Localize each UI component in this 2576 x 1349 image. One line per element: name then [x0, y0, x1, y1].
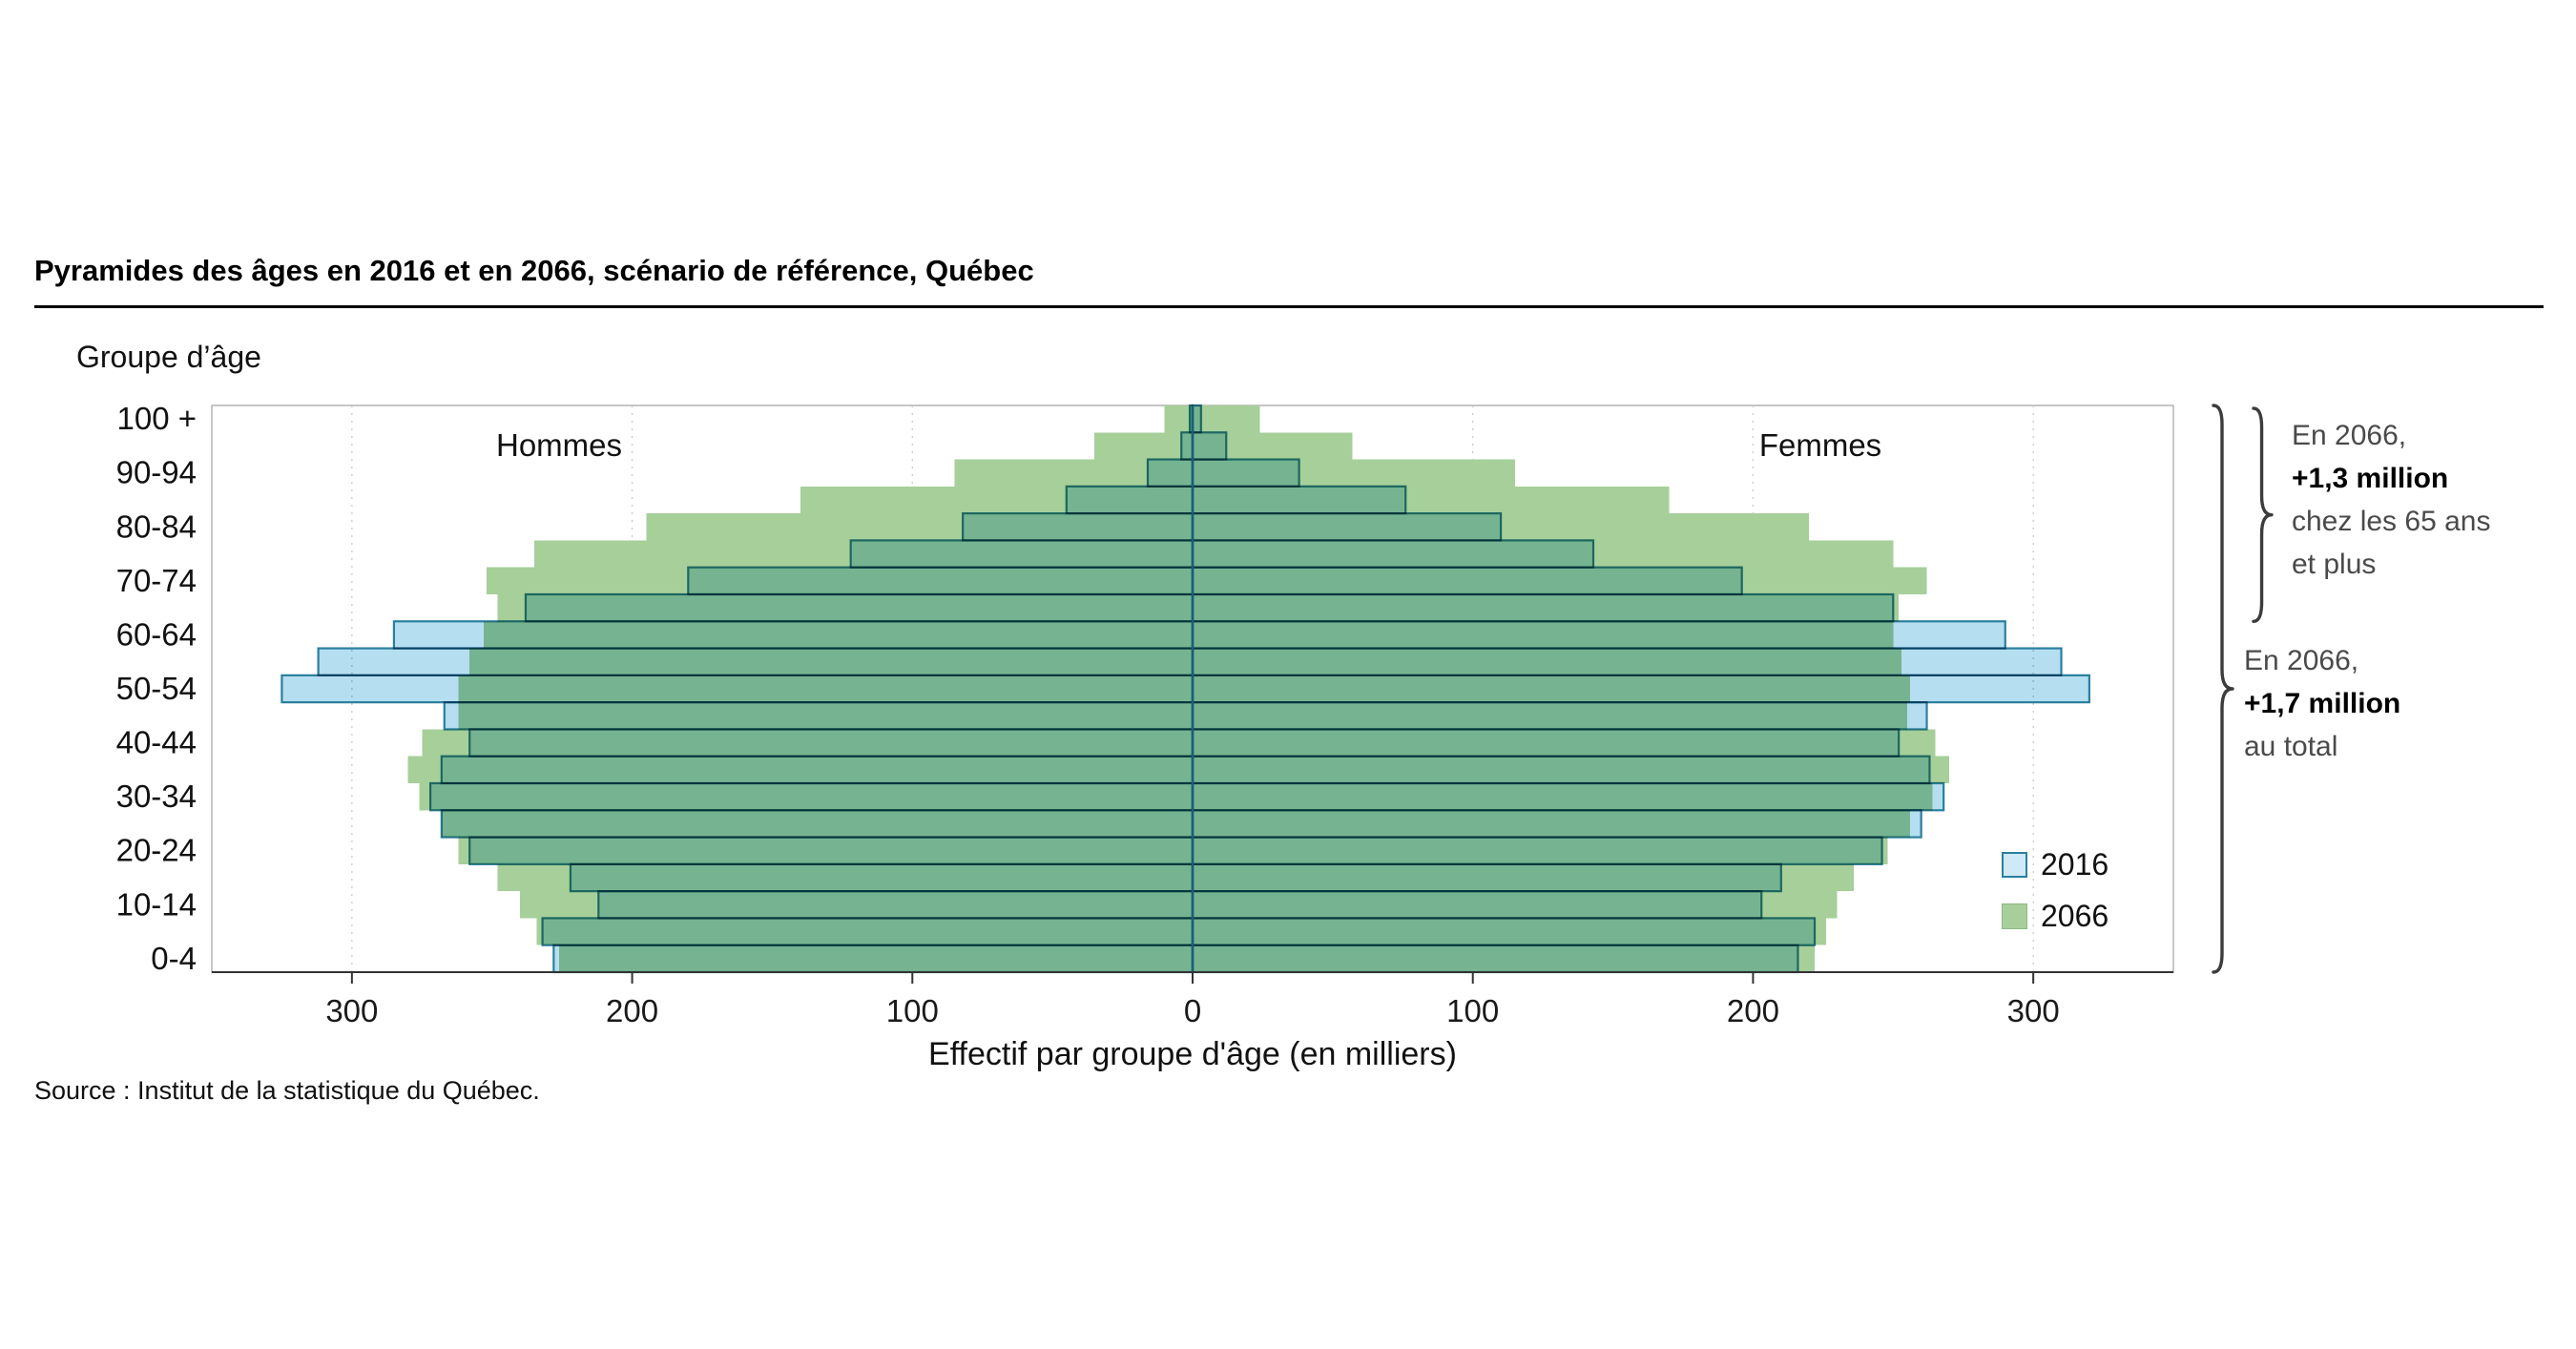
age-group-label: 20-24: [116, 833, 197, 868]
y-axis-title: Groupe d’âge: [76, 340, 261, 374]
area-2066-femmes-100 +: [1193, 405, 1260, 433]
brace-65-plus: [2252, 406, 2274, 623]
annotation-line-bold: +1,7 million: [2244, 688, 2401, 719]
bar-2016-hommes-40-44: [468, 728, 1195, 758]
x-tick-label: 100: [1446, 993, 1499, 1028]
legend: 2016 2066: [2002, 847, 2109, 950]
bar-2016-hommes-90-94: [1146, 458, 1195, 488]
x-tick-label: 300: [325, 993, 378, 1028]
bar-2016-femmes-65-69: [1191, 592, 1895, 623]
age-group-label: 10-14: [116, 886, 197, 922]
bar-2016-femmes-25-29: [1191, 809, 1922, 839]
bar-2016-femmes-85-89: [1191, 485, 1407, 515]
annotation-line: au total: [2244, 731, 2338, 762]
bar-2016-hommes-15-19: [569, 862, 1195, 893]
bar-2016-hommes-60-64: [392, 620, 1195, 650]
bar-2016-hommes-30-34: [428, 781, 1195, 812]
area-2066-hommes-100 +: [1164, 405, 1193, 433]
bar-2016-hommes-35-39: [440, 755, 1195, 785]
x-tick-label: 0: [1184, 993, 1201, 1028]
bar-2016-femmes-45-49: [1191, 701, 1928, 731]
age-group-label: 0-4: [151, 941, 197, 976]
bar-2016-femmes-35-39: [1191, 755, 1931, 785]
annotation-line: chez les 65 ans: [2292, 506, 2491, 537]
bar-2016-hommes-0-4: [552, 944, 1195, 974]
legend-swatch-2066: [2002, 903, 2027, 929]
bar-2016-femmes-55-59: [1191, 647, 2063, 676]
bar-2016-femmes-15-19: [1191, 862, 1782, 893]
hommes-label: Hommes: [495, 427, 623, 463]
bar-2016-hommes-75-79: [849, 539, 1195, 569]
bar-2016-femmes-70-74: [1191, 566, 1743, 596]
area-2066-hommes-95-99: [1094, 432, 1193, 460]
bar-2016-femmes-5-9: [1191, 917, 1817, 946]
x-tick-label: 200: [1727, 993, 1779, 1028]
bar-2016-hommes-85-89: [1065, 485, 1195, 515]
bar-2016-hommes-80-84: [962, 512, 1195, 542]
bar-2016-femmes-100 +: [1191, 404, 1202, 434]
legend-item-2016: 2016: [2002, 847, 2109, 882]
bar-2016-femmes-30-34: [1191, 781, 1945, 812]
annotation-line-bold: +1,3 million: [2292, 463, 2449, 494]
bar-2016-hommes-50-54: [280, 674, 1195, 704]
bar-2016-femmes-50-54: [1191, 674, 2090, 704]
bar-2016-hommes-70-74: [687, 566, 1195, 596]
age-group-label: 100 +: [117, 401, 197, 436]
annotation-total: En 2066, +1,7 million au total: [2244, 639, 2400, 768]
bar-2016-hommes-10-14: [597, 890, 1195, 920]
bar-2016-femmes-20-24: [1191, 836, 1883, 865]
bar-2016-femmes-0-4: [1191, 944, 1799, 974]
bar-2016-hommes-25-29: [440, 809, 1195, 839]
bar-2016-femmes-40-44: [1191, 728, 1901, 758]
age-group-label: 90-94: [116, 455, 197, 490]
title-underline: [34, 305, 2544, 308]
legend-label-2016: 2016: [2041, 847, 2109, 882]
age-group-label: 40-44: [116, 725, 197, 760]
bar-2016-femmes-60-64: [1191, 620, 2006, 650]
legend-item-2066: 2066: [2002, 899, 2109, 934]
bar-2016-femmes-90-94: [1191, 458, 1300, 488]
annotation-line: En 2066,: [2292, 420, 2407, 451]
age-group-label: 50-54: [116, 671, 197, 706]
age-group-label: 60-64: [116, 616, 197, 652]
bar-2016-femmes-75-79: [1191, 539, 1595, 569]
femmes-label: Femmes: [1758, 427, 1882, 463]
bar-2016-hommes-45-49: [443, 701, 1195, 731]
annotation-line: En 2066,: [2244, 645, 2359, 676]
annotation-line: et plus: [2292, 549, 2377, 580]
x-tick-label: 300: [2007, 993, 2060, 1028]
bar-2016-hommes-65-69: [524, 592, 1195, 623]
legend-swatch-2016: [2002, 852, 2027, 878]
bar-2016-femmes-80-84: [1191, 512, 1503, 542]
annotation-65-plus: En 2066, +1,3 million chez les 65 ans et…: [2292, 414, 2490, 586]
bar-2016-hommes-5-9: [541, 917, 1195, 946]
age-group-label: 30-34: [116, 778, 197, 814]
x-tick-label: 200: [606, 993, 658, 1028]
x-axis-title: Effectif par groupe d'âge (en milliers): [928, 1036, 1457, 1072]
age-group-label: 70-74: [116, 563, 197, 598]
bar-2016-hommes-95-99: [1180, 431, 1195, 461]
age-group-label: 80-84: [116, 508, 197, 544]
x-tick-label: 100: [886, 993, 939, 1028]
bar-2016-hommes-20-24: [468, 836, 1195, 865]
bar-2016-femmes-95-99: [1191, 431, 1228, 461]
source-note: Source : Institut de la statistique du Q…: [34, 1076, 540, 1105]
brace-total: [2212, 404, 2234, 974]
chart-title: Pyramides des âges en 2016 et en 2066, s…: [34, 254, 1034, 287]
legend-label-2066: 2066: [2041, 899, 2109, 933]
bar-2016-hommes-55-59: [317, 647, 1195, 676]
bar-2016-femmes-10-14: [1191, 890, 1763, 920]
